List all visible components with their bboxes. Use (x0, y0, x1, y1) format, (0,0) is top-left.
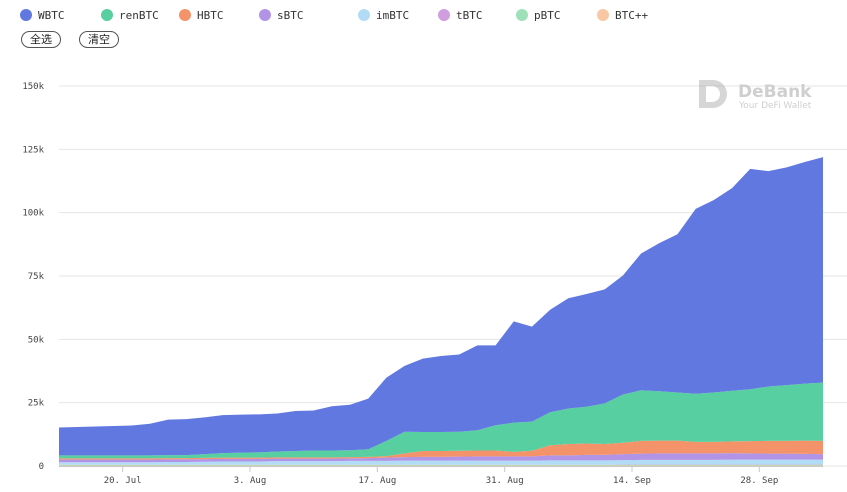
gridlines (59, 85, 847, 467)
legend-dot-icon (516, 9, 528, 21)
legend-dot-icon (20, 9, 32, 21)
legend-controls: 全选 清空 (21, 31, 137, 48)
area-wbtc[interactable] (59, 157, 823, 456)
select-all-button[interactable]: 全选 (21, 31, 61, 48)
y-tick-label: 50k (28, 335, 45, 345)
x-tick-label: 14. Sep (613, 476, 651, 486)
legend-item-btcplusplus[interactable]: BTC++ (597, 9, 657, 22)
legend-dot-icon (179, 9, 191, 21)
legend-label: BTC++ (615, 8, 649, 22)
legend-label: pBTC (534, 8, 561, 22)
legend-dot-icon (101, 9, 113, 21)
legend-label: tBTC (456, 8, 483, 22)
legend-item-pbtc[interactable]: pBTC (516, 9, 597, 22)
legend-dot-icon (597, 9, 609, 21)
legend-item-renbtc[interactable]: renBTC (101, 9, 179, 22)
legend-item-tbtc[interactable]: tBTC (438, 9, 516, 22)
legend-item-wbtc[interactable]: WBTC (20, 9, 101, 22)
y-tick-label: 150k (22, 82, 44, 92)
y-tick-label: 0 (39, 462, 44, 472)
area-renbtc[interactable] (59, 382, 823, 459)
area-hbtc[interactable] (59, 440, 823, 460)
area-sbtc[interactable] (59, 453, 823, 463)
x-tick-label: 17. Aug (358, 476, 396, 486)
y-tick-label: 125k (22, 145, 44, 155)
clear-button[interactable]: 清空 (79, 31, 119, 48)
legend-item-hbtc[interactable]: HBTC (179, 9, 259, 22)
legend-label: WBTC (38, 8, 65, 22)
x-tick-label: 3. Aug (234, 476, 267, 486)
x-tick-label: 31. Aug (486, 476, 524, 486)
debank-logo-icon (699, 80, 727, 108)
y-tick-label: 100k (22, 209, 44, 219)
legend: WBTC renBTC HBTC sBTC imBTC tBTC pBTC BTC++ (20, 6, 657, 24)
legend-label: sBTC (277, 8, 304, 22)
area-btcplusplus[interactable] (59, 465, 823, 466)
y-tick-label: 75k (28, 272, 45, 282)
series-areas (59, 157, 823, 466)
debank-watermark: DeBank Your DeFi Wallet (699, 80, 812, 111)
x-tick-label: 20. Jul (104, 476, 142, 486)
legend-label: renBTC (119, 8, 159, 22)
x-tick-label: 28. Sep (740, 476, 778, 486)
legend-dot-icon (259, 9, 271, 21)
legend-label: HBTC (197, 8, 224, 22)
legend-item-imbtc[interactable]: imBTC (358, 9, 438, 22)
area-pbtc[interactable] (59, 464, 823, 466)
legend-dot-icon (358, 9, 370, 21)
watermark-brand: DeBank (738, 82, 812, 102)
watermark-tagline: Your DeFi Wallet (738, 101, 812, 111)
legend-label: imBTC (376, 8, 410, 22)
area-imbtc[interactable] (59, 459, 823, 465)
axes: 0 25k 50k 75k 100k 125k 150k 20. Jul 3. Aug 17. A… (22, 82, 823, 486)
y-tick-label: 25k (28, 399, 45, 409)
legend-item-sbtc[interactable]: sBTC (259, 9, 358, 22)
legend-dot-icon (438, 9, 450, 21)
